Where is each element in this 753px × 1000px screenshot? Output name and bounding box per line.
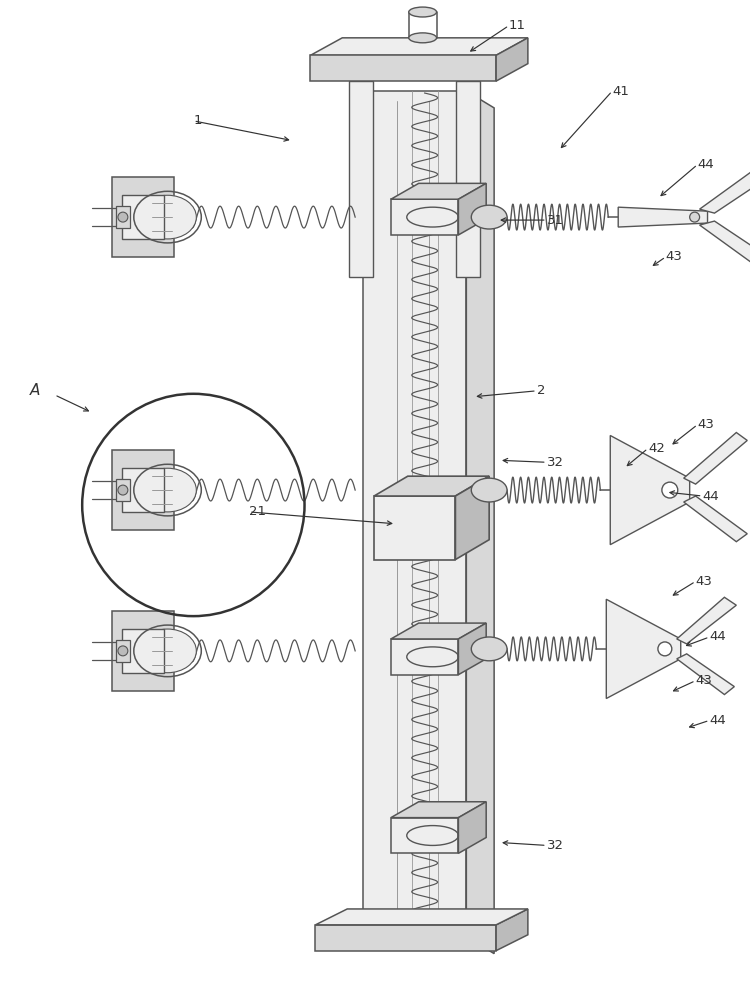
Polygon shape	[459, 183, 486, 235]
Text: 31: 31	[547, 214, 564, 227]
Polygon shape	[122, 195, 163, 239]
Polygon shape	[459, 623, 486, 675]
Text: 43: 43	[666, 250, 683, 263]
Ellipse shape	[409, 7, 437, 17]
Text: 43: 43	[696, 674, 712, 687]
Text: 44: 44	[709, 714, 727, 727]
Text: 41: 41	[612, 85, 629, 98]
Circle shape	[690, 212, 700, 222]
Circle shape	[118, 646, 128, 656]
Polygon shape	[677, 597, 736, 644]
Polygon shape	[684, 433, 747, 484]
Text: 21: 21	[249, 505, 266, 518]
Polygon shape	[684, 496, 747, 542]
Polygon shape	[112, 450, 173, 530]
Polygon shape	[610, 435, 690, 545]
Ellipse shape	[471, 478, 507, 502]
Text: 44: 44	[709, 630, 727, 643]
Polygon shape	[363, 91, 466, 937]
Polygon shape	[391, 639, 459, 675]
Text: 42: 42	[648, 442, 665, 455]
Polygon shape	[700, 221, 753, 272]
Polygon shape	[466, 91, 494, 954]
Polygon shape	[391, 802, 486, 818]
Polygon shape	[391, 623, 486, 639]
Text: 32: 32	[547, 456, 564, 469]
Polygon shape	[606, 599, 681, 699]
Polygon shape	[122, 468, 163, 512]
Polygon shape	[112, 611, 173, 691]
Polygon shape	[459, 802, 486, 853]
Polygon shape	[700, 163, 753, 213]
Text: 44: 44	[697, 158, 715, 171]
Polygon shape	[116, 479, 130, 501]
Polygon shape	[310, 38, 528, 55]
Polygon shape	[456, 81, 480, 277]
Ellipse shape	[139, 468, 197, 512]
Text: 43: 43	[696, 575, 712, 588]
Text: A: A	[30, 383, 41, 398]
Text: 44: 44	[703, 490, 719, 503]
Ellipse shape	[409, 33, 437, 43]
Ellipse shape	[139, 629, 197, 673]
Text: 43: 43	[697, 418, 715, 431]
Polygon shape	[122, 629, 163, 673]
Polygon shape	[496, 38, 528, 81]
Polygon shape	[112, 177, 173, 257]
Polygon shape	[310, 55, 496, 81]
Polygon shape	[677, 654, 734, 695]
Polygon shape	[391, 818, 459, 853]
Polygon shape	[116, 640, 130, 662]
Ellipse shape	[139, 195, 197, 239]
Polygon shape	[391, 183, 486, 199]
Text: 11: 11	[509, 19, 526, 32]
Polygon shape	[456, 476, 489, 560]
Circle shape	[662, 482, 678, 498]
Ellipse shape	[471, 205, 507, 229]
Polygon shape	[374, 496, 456, 560]
Polygon shape	[374, 476, 489, 496]
Circle shape	[118, 485, 128, 495]
Polygon shape	[116, 206, 130, 228]
Polygon shape	[316, 925, 496, 951]
Polygon shape	[349, 81, 373, 277]
Text: 2: 2	[537, 384, 545, 397]
Circle shape	[118, 212, 128, 222]
Polygon shape	[496, 909, 528, 951]
Polygon shape	[391, 199, 459, 235]
Polygon shape	[316, 909, 528, 925]
Polygon shape	[618, 207, 708, 227]
Text: 32: 32	[547, 839, 564, 852]
Text: 1: 1	[194, 114, 202, 127]
Ellipse shape	[471, 637, 507, 661]
Circle shape	[658, 642, 672, 656]
